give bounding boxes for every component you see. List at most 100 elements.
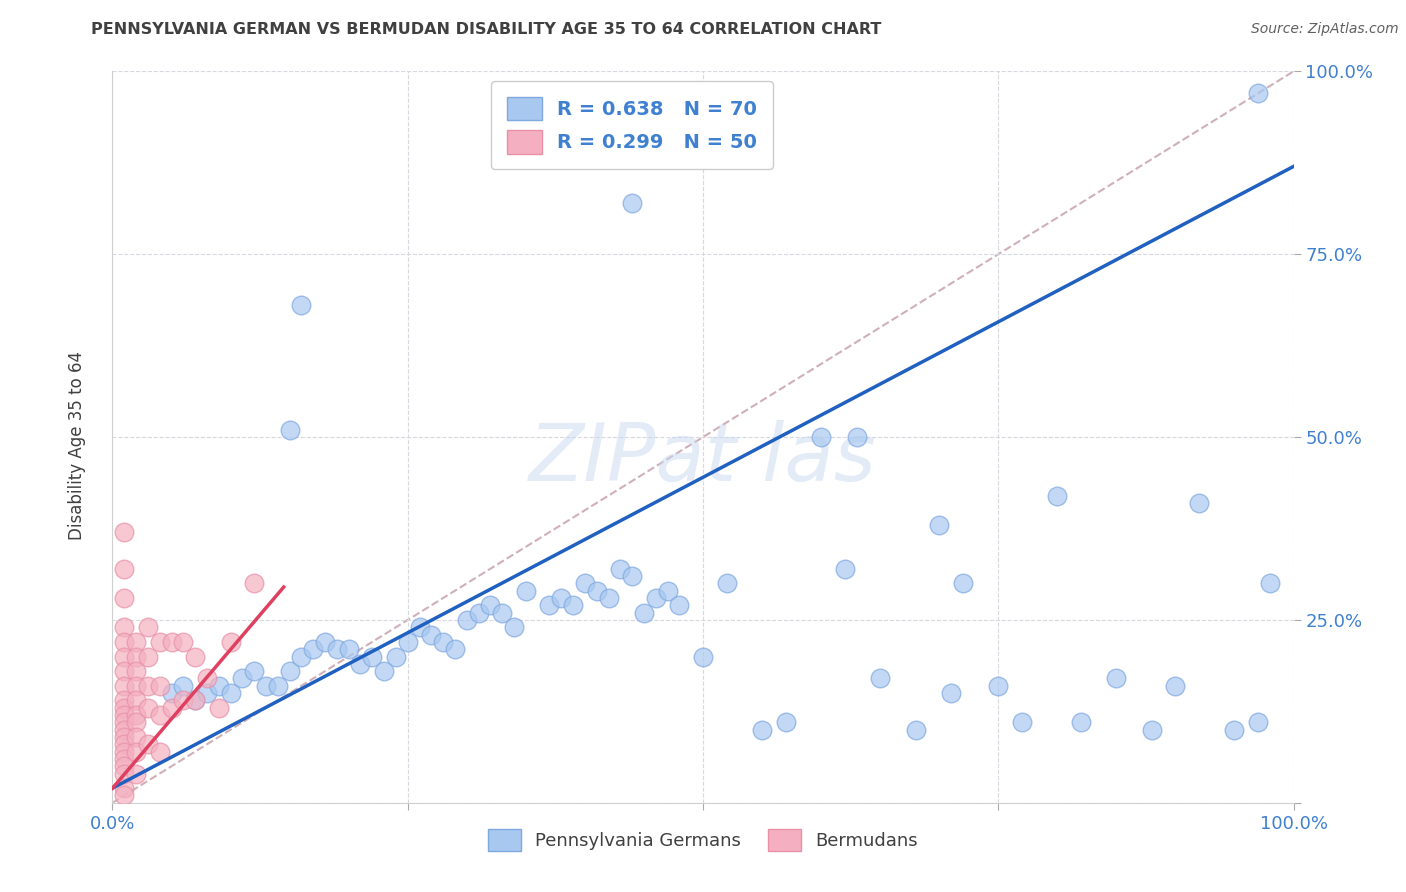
Point bbox=[278, 423, 301, 437]
Point bbox=[1223, 723, 1246, 737]
Point bbox=[184, 693, 207, 707]
Point bbox=[845, 430, 868, 444]
Point bbox=[267, 679, 290, 693]
Point bbox=[149, 635, 172, 649]
Point bbox=[208, 679, 231, 693]
Point bbox=[432, 635, 454, 649]
Point bbox=[125, 693, 148, 707]
Point bbox=[657, 583, 679, 598]
Point bbox=[538, 599, 561, 613]
Point bbox=[160, 700, 183, 714]
Point bbox=[160, 686, 183, 700]
Text: Source: ZipAtlas.com: Source: ZipAtlas.com bbox=[1251, 22, 1399, 37]
Point bbox=[361, 649, 384, 664]
Point bbox=[621, 196, 644, 211]
Point bbox=[112, 789, 135, 803]
Point bbox=[444, 642, 467, 657]
Point bbox=[112, 679, 135, 693]
Point bbox=[231, 672, 253, 686]
Point bbox=[621, 569, 644, 583]
Point bbox=[716, 576, 738, 591]
Point bbox=[208, 700, 231, 714]
Text: ZIPat las: ZIPat las bbox=[529, 420, 877, 498]
Point bbox=[396, 635, 419, 649]
Point bbox=[1188, 496, 1211, 510]
Point bbox=[112, 562, 135, 576]
Point bbox=[125, 708, 148, 723]
Point bbox=[692, 649, 714, 664]
Point bbox=[125, 664, 148, 678]
Point bbox=[112, 525, 135, 540]
Point bbox=[515, 583, 537, 598]
Point bbox=[1070, 715, 1092, 730]
Point bbox=[184, 649, 207, 664]
Point bbox=[195, 686, 218, 700]
Point bbox=[385, 649, 408, 664]
Point bbox=[562, 599, 585, 613]
Text: PENNSYLVANIA GERMAN VS BERMUDAN DISABILITY AGE 35 TO 64 CORRELATION CHART: PENNSYLVANIA GERMAN VS BERMUDAN DISABILI… bbox=[91, 22, 882, 37]
Point bbox=[869, 672, 891, 686]
Point bbox=[149, 708, 172, 723]
Point bbox=[112, 759, 135, 773]
Point bbox=[125, 730, 148, 744]
Point bbox=[136, 620, 159, 634]
Point bbox=[136, 679, 159, 693]
Point bbox=[125, 715, 148, 730]
Point bbox=[278, 664, 301, 678]
Point bbox=[112, 649, 135, 664]
Point bbox=[112, 635, 135, 649]
Point bbox=[834, 562, 856, 576]
Point bbox=[952, 576, 974, 591]
Point bbox=[574, 576, 596, 591]
Point bbox=[136, 737, 159, 751]
Point bbox=[337, 642, 360, 657]
Point bbox=[112, 591, 135, 605]
Point bbox=[373, 664, 395, 678]
Point bbox=[467, 606, 489, 620]
Point bbox=[1140, 723, 1163, 737]
Point bbox=[112, 723, 135, 737]
Point bbox=[149, 679, 172, 693]
Point bbox=[904, 723, 927, 737]
Point bbox=[125, 635, 148, 649]
Point bbox=[349, 657, 371, 671]
Point bbox=[609, 562, 631, 576]
Legend: Pennsylvania Germans, Bermudans: Pennsylvania Germans, Bermudans bbox=[479, 820, 927, 860]
Point bbox=[1011, 715, 1033, 730]
Point bbox=[112, 737, 135, 751]
Point bbox=[125, 679, 148, 693]
Point bbox=[314, 635, 336, 649]
Point bbox=[172, 635, 194, 649]
Point bbox=[290, 298, 312, 312]
Point bbox=[633, 606, 655, 620]
Point bbox=[550, 591, 572, 605]
Point bbox=[112, 620, 135, 634]
Point bbox=[598, 591, 620, 605]
Point bbox=[125, 766, 148, 780]
Point bbox=[125, 745, 148, 759]
Point bbox=[928, 517, 950, 532]
Point bbox=[585, 583, 607, 598]
Point bbox=[112, 781, 135, 796]
Point bbox=[775, 715, 797, 730]
Point bbox=[1258, 576, 1281, 591]
Point bbox=[668, 599, 690, 613]
Point bbox=[1164, 679, 1187, 693]
Point bbox=[1247, 87, 1270, 101]
Point bbox=[491, 606, 513, 620]
Point bbox=[1046, 489, 1069, 503]
Point bbox=[112, 700, 135, 714]
Point bbox=[302, 642, 325, 657]
Point bbox=[243, 664, 266, 678]
Point bbox=[219, 686, 242, 700]
Point bbox=[420, 627, 443, 641]
Point bbox=[1247, 715, 1270, 730]
Point bbox=[810, 430, 832, 444]
Point bbox=[112, 664, 135, 678]
Point bbox=[136, 649, 159, 664]
Point bbox=[939, 686, 962, 700]
Point bbox=[112, 745, 135, 759]
Point bbox=[644, 591, 666, 605]
Point bbox=[243, 576, 266, 591]
Point bbox=[112, 708, 135, 723]
